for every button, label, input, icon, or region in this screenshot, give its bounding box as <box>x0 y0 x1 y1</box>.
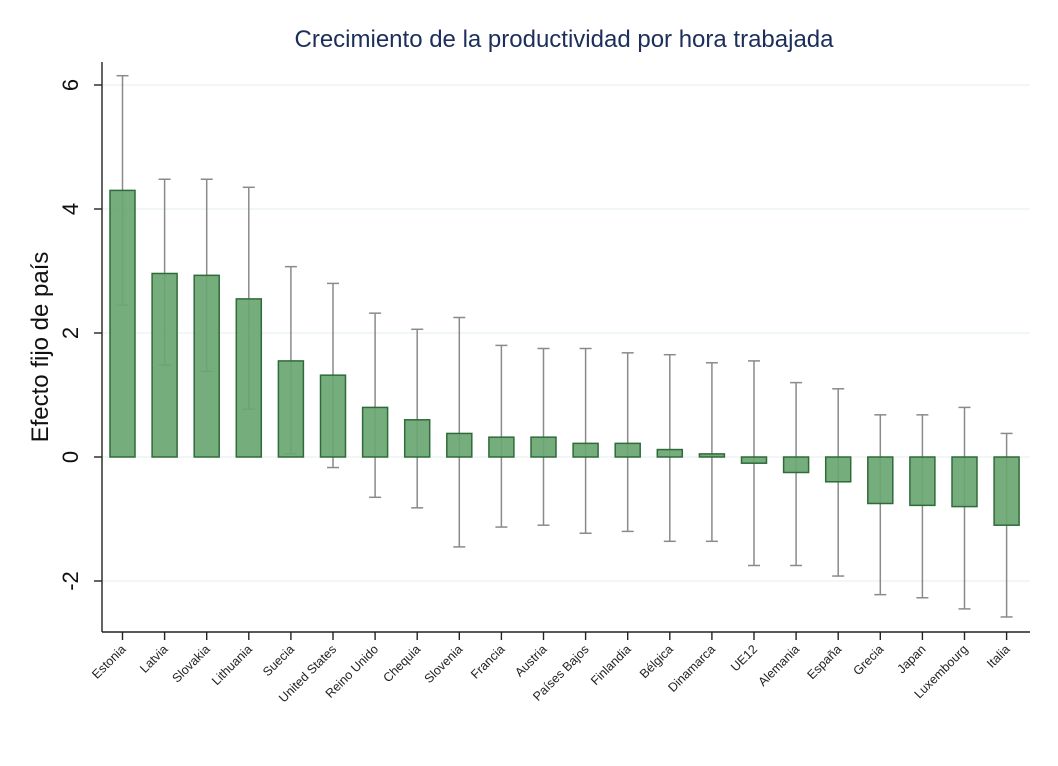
error-bar <box>663 353 676 543</box>
x-tick-label: Francia <box>468 642 507 681</box>
error-bar <box>621 352 634 533</box>
error-bar <box>916 414 929 599</box>
bar-bélgica <box>656 448 684 458</box>
y-ticks: -2 0 2 4 6 <box>58 79 102 591</box>
bar-alemania <box>782 456 810 474</box>
x-tick-label: Slovakia <box>170 642 213 685</box>
chart-title: Crecimiento de la productividad por hora… <box>295 26 835 53</box>
x-tick-label: Finlandia <box>588 642 634 688</box>
error-bar <box>790 381 803 567</box>
bar-ue12 <box>740 456 768 464</box>
bar-latvia <box>151 272 178 458</box>
bar-slovenia <box>446 432 473 458</box>
bar-luxembourg <box>951 456 978 508</box>
x-tick-label: Estonia <box>89 642 128 681</box>
bar-francia <box>488 436 515 458</box>
error-bar <box>958 406 971 610</box>
x-tick-label: Slovenia <box>422 642 466 686</box>
bar-dinamarca <box>698 453 726 458</box>
x-tick-label: Italia <box>984 642 1013 671</box>
x-tick-label: Suecia <box>260 642 297 679</box>
x-tick-label: Bélgica <box>637 642 676 681</box>
error-bar <box>579 347 592 535</box>
y-tick-label: 2 <box>58 327 83 339</box>
x-tick-label: España <box>804 642 844 682</box>
bar-finlandia <box>614 442 641 458</box>
error-bar <box>705 362 718 543</box>
error-bar <box>874 414 887 596</box>
x-tick-label: Latvia <box>137 642 171 676</box>
bar-suecia <box>277 360 305 458</box>
x-tick-label: Austria <box>512 642 549 679</box>
x-tick-label: UE12 <box>728 642 760 674</box>
error-bar <box>411 328 424 509</box>
bar-united-states <box>319 374 347 458</box>
x-tick-label: Chequia <box>380 642 423 685</box>
bar-estonia <box>109 189 136 458</box>
bar-grecia <box>867 456 894 505</box>
bar-chequia <box>403 419 431 458</box>
y-tick-label: 6 <box>58 79 83 91</box>
bar-países-bajos <box>572 442 599 458</box>
x-tick-label: Alemania <box>755 642 802 689</box>
bars <box>109 189 1020 526</box>
bar-españa <box>824 456 852 483</box>
axes <box>101 62 1030 633</box>
error-bar <box>453 316 466 548</box>
x-tick-label: Japan <box>895 642 929 676</box>
y-tick-label: -2 <box>58 571 83 591</box>
error-bar <box>495 344 508 528</box>
bar-austria <box>530 436 557 458</box>
bar-italia <box>993 456 1020 526</box>
y-tick-label: 0 <box>58 451 83 463</box>
y-tick-label: 4 <box>58 203 83 215</box>
y-axis-label: Efecto fijo de país <box>27 252 54 443</box>
bar-slovakia <box>193 274 220 458</box>
x-tick-label: Lithuania <box>209 642 255 688</box>
x-tick-label: Grecia <box>850 642 886 678</box>
error-bar <box>369 312 382 499</box>
bar-lithuania <box>235 298 263 458</box>
bar-japan <box>909 456 936 507</box>
bar-reino-unido <box>361 406 389 458</box>
